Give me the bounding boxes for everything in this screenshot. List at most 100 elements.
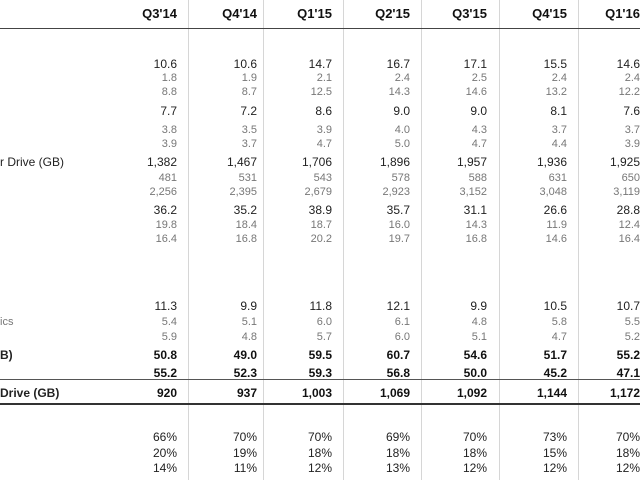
table-cell: 1.9 bbox=[241, 72, 257, 84]
table-cell: 47.1 bbox=[616, 366, 640, 380]
table-cell: 3.9 bbox=[316, 124, 332, 136]
table-cell: 36.2 bbox=[153, 203, 177, 217]
table-cell: 3.7 bbox=[624, 124, 640, 136]
table-cell: 5.8 bbox=[551, 316, 567, 328]
column-separator bbox=[343, 0, 344, 480]
table-cell: 1,092 bbox=[456, 386, 487, 400]
table-cell: 51.7 bbox=[543, 348, 567, 362]
table-cell: 1,957 bbox=[456, 155, 487, 169]
table-cell: 16.8 bbox=[465, 233, 487, 245]
table-cell: 13% bbox=[385, 461, 410, 475]
table-cell: 70% bbox=[232, 430, 257, 444]
table-cell: 9.0 bbox=[393, 104, 410, 118]
table-cell: 1,936 bbox=[536, 155, 567, 169]
table-cell: 14.7 bbox=[308, 57, 332, 71]
table-cell: 631 bbox=[548, 172, 567, 184]
table-cell: 10.6 bbox=[233, 57, 257, 71]
table-cell: 3.8 bbox=[161, 124, 177, 136]
table-cell: 16.4 bbox=[618, 233, 640, 245]
table-cell: 12.5 bbox=[310, 86, 332, 98]
table-cell: 7.6 bbox=[623, 104, 640, 118]
table-cell: 70% bbox=[307, 430, 332, 444]
table-cell: 20% bbox=[152, 446, 177, 460]
table-cell: 4.7 bbox=[316, 138, 332, 150]
table-cell: 14.6 bbox=[465, 86, 487, 98]
table-cell: 5.9 bbox=[161, 331, 177, 343]
column-separator bbox=[188, 0, 189, 480]
table-cell: 16.7 bbox=[386, 57, 410, 71]
table-cell: 19.7 bbox=[388, 233, 410, 245]
table-cell: 56.8 bbox=[386, 366, 410, 380]
table-cell: 2.4 bbox=[624, 72, 640, 84]
table-cell: 12% bbox=[307, 461, 332, 475]
table-cell: 17.1 bbox=[463, 57, 487, 71]
table-cell: 7.7 bbox=[160, 104, 177, 118]
table-cell: 5.1 bbox=[241, 316, 257, 328]
table-cell: 2.1 bbox=[316, 72, 332, 84]
table-cell: 8.1 bbox=[550, 104, 567, 118]
table-cell: 14% bbox=[152, 461, 177, 475]
table-cell: 14.6 bbox=[545, 233, 567, 245]
table-cell: 9.0 bbox=[470, 104, 487, 118]
table-cell: 55.2 bbox=[153, 366, 177, 380]
table-cell: 650 bbox=[621, 172, 640, 184]
row-label: Drive (GB) bbox=[0, 386, 60, 400]
table-cell: 15% bbox=[542, 446, 567, 460]
table-cell: 2,395 bbox=[229, 186, 257, 198]
table-cell: 1,069 bbox=[379, 386, 410, 400]
table-cell: 38.9 bbox=[308, 203, 332, 217]
table-cell: 8.8 bbox=[161, 86, 177, 98]
table-cell: 531 bbox=[238, 172, 257, 184]
table-cell: 18.7 bbox=[310, 219, 332, 231]
table-cell: 937 bbox=[236, 386, 257, 400]
table-cell: 14.6 bbox=[616, 57, 640, 71]
table-cell: 31.1 bbox=[463, 203, 487, 217]
table-cell: 18% bbox=[615, 446, 640, 460]
table-cell: 9.9 bbox=[240, 299, 257, 313]
table-cell: 1,144 bbox=[536, 386, 567, 400]
column-separator bbox=[499, 0, 500, 480]
table-cell: 3,048 bbox=[539, 186, 567, 198]
table-cell: 59.3 bbox=[308, 366, 332, 380]
table-cell: 4.7 bbox=[551, 331, 567, 343]
table-cell: 481 bbox=[158, 172, 177, 184]
table-cell: 60.7 bbox=[386, 348, 410, 362]
table-cell: 4.8 bbox=[471, 316, 487, 328]
table-cell: 3.9 bbox=[624, 138, 640, 150]
table-cell: 588 bbox=[468, 172, 487, 184]
table-cell: 2.4 bbox=[551, 72, 567, 84]
table-cell: 11.8 bbox=[309, 299, 332, 313]
table-cell: 14.3 bbox=[465, 219, 487, 231]
table-cell: 19.8 bbox=[155, 219, 177, 231]
row-label: B) bbox=[0, 348, 13, 362]
table-cell: 578 bbox=[391, 172, 410, 184]
table-cell: 2,679 bbox=[304, 186, 332, 198]
table-cell: 18% bbox=[307, 446, 332, 460]
table-cell: 12% bbox=[542, 461, 567, 475]
table-cell: 18.4 bbox=[235, 219, 257, 231]
table-cell: 19% bbox=[232, 446, 257, 460]
table-cell: 49.0 bbox=[233, 348, 257, 362]
table-cell: 4.3 bbox=[471, 124, 487, 136]
table-cell: 12.1 bbox=[386, 299, 410, 313]
table-cell: 50.0 bbox=[463, 366, 487, 380]
table-cell: 16.8 bbox=[235, 233, 257, 245]
table-cell: 5.2 bbox=[624, 331, 640, 343]
table-cell: 13.2 bbox=[545, 86, 567, 98]
column-header: Q1'15 bbox=[297, 6, 332, 21]
table-cell: 12.4 bbox=[618, 219, 640, 231]
table-cell: 4.0 bbox=[394, 124, 410, 136]
table-cell: 12% bbox=[462, 461, 487, 475]
table-cell: 5.7 bbox=[316, 331, 332, 343]
table-cell: 5.5 bbox=[624, 316, 640, 328]
table-cell: 1,003 bbox=[301, 386, 332, 400]
table-cell: 2.4 bbox=[394, 72, 410, 84]
table-cell: 4.7 bbox=[471, 138, 487, 150]
column-header: Q2'15 bbox=[375, 6, 410, 21]
table-cell: 1,172 bbox=[609, 386, 640, 400]
table-cell: 59.5 bbox=[308, 348, 332, 362]
table-cell: 10.6 bbox=[153, 57, 177, 71]
table-cell: 6.0 bbox=[316, 316, 332, 328]
table-cell: 11.9 bbox=[546, 219, 567, 231]
